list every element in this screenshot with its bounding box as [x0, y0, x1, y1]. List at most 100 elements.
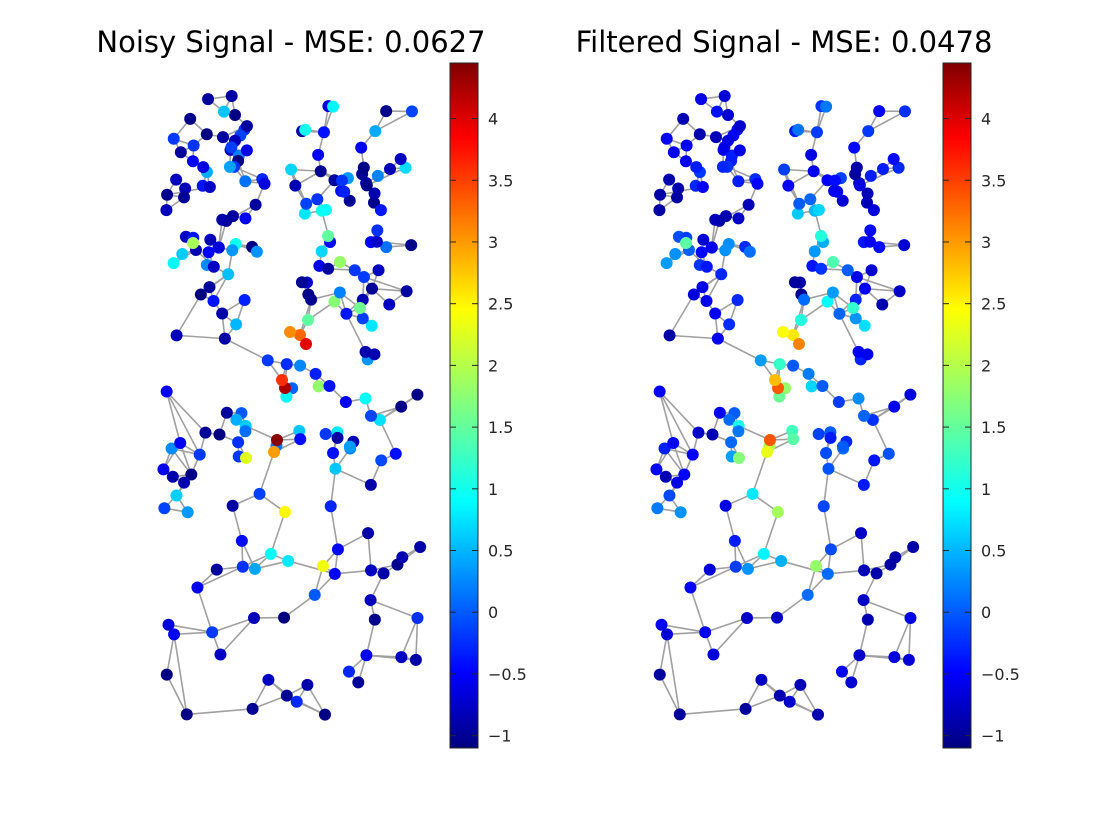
graph-node — [771, 611, 784, 624]
graph-node — [338, 185, 351, 198]
graph-node — [653, 204, 666, 217]
graph-node — [322, 262, 335, 275]
colorbar-tick-label: 1 — [981, 480, 991, 499]
graph-node — [372, 264, 385, 277]
graph-node — [777, 326, 789, 338]
graph-node — [892, 161, 905, 174]
graph-node — [357, 270, 370, 283]
graph-node — [405, 105, 418, 118]
graph-node — [705, 241, 718, 254]
graph-node — [167, 132, 180, 145]
graph-node — [769, 374, 781, 386]
graph-node — [739, 702, 752, 715]
graph-node — [197, 161, 210, 174]
graph-node — [718, 141, 731, 154]
graph-node — [327, 100, 340, 113]
graph-node — [207, 260, 220, 273]
graph-node — [405, 239, 418, 252]
graph-edge — [661, 623, 706, 633]
graph-node — [395, 400, 408, 413]
colorbar-tick-label: 1.5 — [981, 418, 1006, 437]
colorbar-filtered: −1 −0.5 0 0.5 1 1.5 2 2.5 3 3.5 4 — [942, 62, 1020, 749]
graph-node — [793, 197, 806, 210]
graph-node — [857, 409, 870, 422]
graph-node — [852, 392, 865, 405]
graph-edge — [231, 505, 243, 542]
graph-edge — [859, 166, 899, 187]
graph-node — [204, 233, 217, 246]
graph-node — [850, 161, 863, 174]
graph-node — [807, 165, 820, 178]
graph-node — [858, 319, 871, 332]
graph-node — [389, 447, 402, 460]
graph-edge — [367, 533, 372, 571]
graph-edge — [822, 468, 830, 507]
graph-node — [282, 554, 295, 567]
graph-node — [174, 437, 187, 450]
graph-edge — [345, 313, 367, 353]
graph-node — [715, 268, 728, 281]
graph-node — [279, 506, 291, 518]
graph-edge — [712, 617, 748, 655]
graph-node — [264, 547, 277, 560]
graph-edge — [175, 294, 202, 336]
graph-node — [876, 298, 889, 311]
graph-node — [810, 126, 823, 139]
colorbar-tick-label: 0.5 — [488, 542, 513, 561]
graph-node — [285, 163, 298, 176]
graph-node — [873, 105, 886, 118]
graph-edge — [165, 634, 175, 675]
graph-node — [669, 247, 682, 260]
graph-node — [677, 112, 690, 125]
graph-node — [333, 286, 346, 299]
graph-node — [722, 108, 735, 121]
graph-node — [238, 293, 251, 306]
colorbar-tick-label: −1 — [981, 727, 1005, 746]
graph-node — [253, 487, 266, 500]
graph-node — [873, 241, 886, 254]
colorbar-tick-label: 3 — [981, 233, 991, 252]
graph-node — [820, 446, 833, 459]
graph-node — [728, 534, 741, 547]
graph-node — [754, 354, 767, 367]
graph-node — [663, 329, 676, 342]
graph-node — [374, 204, 387, 217]
colorbar-tick-label: 3.5 — [981, 171, 1006, 190]
graph-node — [696, 180, 709, 193]
graph-node — [695, 93, 708, 106]
graph-edge — [666, 631, 706, 636]
graph-node — [258, 177, 271, 190]
graph-node — [160, 385, 173, 398]
graph-node — [226, 499, 239, 512]
graph-node — [867, 204, 880, 217]
graph-node — [820, 100, 833, 113]
graph-node — [396, 551, 409, 564]
graph-node — [384, 162, 397, 175]
graph-node — [359, 345, 372, 358]
graph-node — [792, 123, 805, 136]
graph-node — [328, 295, 341, 308]
graph-node — [232, 436, 245, 449]
graph-edge — [335, 468, 372, 486]
graph-node — [399, 161, 412, 174]
graph-node — [230, 318, 243, 331]
graph-node — [364, 409, 377, 422]
graph-node — [822, 462, 835, 475]
graph-node — [699, 626, 712, 639]
colorbar-tick-label: 2 — [981, 356, 991, 375]
graph-edge — [173, 631, 213, 636]
graph-edge — [751, 451, 768, 495]
graph-edge — [658, 634, 668, 675]
graph-edge — [780, 560, 829, 575]
graph-node — [187, 139, 200, 152]
graph-edge — [415, 617, 419, 660]
graph-node — [239, 175, 252, 188]
graph-edge — [334, 569, 372, 575]
graph-node — [262, 673, 275, 686]
colorbar-tick-label: 1 — [488, 480, 498, 499]
graph-node — [360, 179, 373, 192]
graph-node — [214, 648, 227, 661]
graph-node — [161, 188, 174, 201]
graph-node — [179, 182, 192, 195]
graph-node — [249, 198, 262, 211]
